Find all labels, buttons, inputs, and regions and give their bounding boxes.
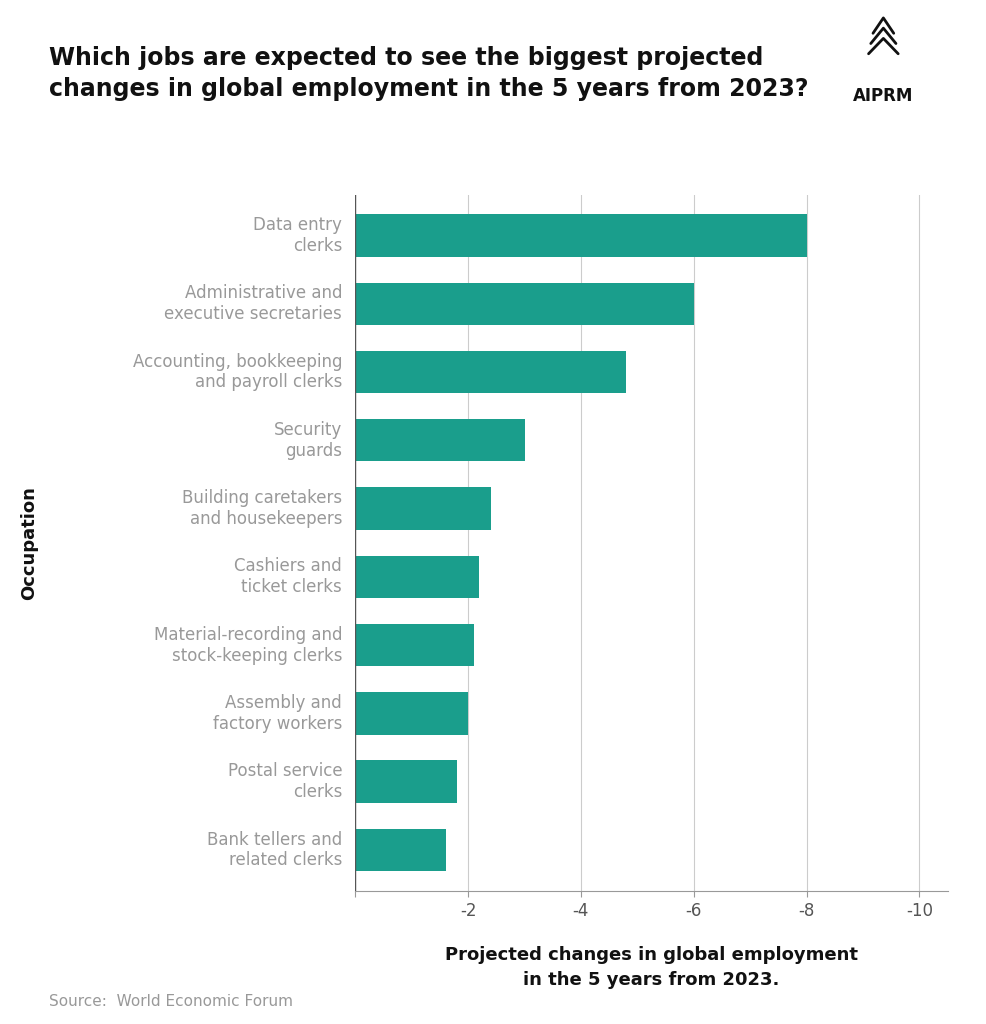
Bar [355,419,524,462]
Bar [355,351,625,393]
Text: Source:  World Economic Forum: Source: World Economic Forum [49,993,293,1009]
Bar [355,828,445,871]
Bar [355,624,473,667]
Text: Which jobs are expected to see the biggest projected
changes in global employmen: Which jobs are expected to see the bigge… [49,46,809,100]
Bar [355,487,490,529]
Bar [355,283,693,325]
Text: Occupation: Occupation [21,485,38,600]
Bar [355,214,806,257]
Bar [355,556,479,598]
Text: AIPRM: AIPRM [852,87,913,105]
Bar [355,692,467,734]
Text: Projected changes in global employment
in the 5 years from 2023.: Projected changes in global employment i… [445,946,857,989]
Bar [355,761,457,803]
